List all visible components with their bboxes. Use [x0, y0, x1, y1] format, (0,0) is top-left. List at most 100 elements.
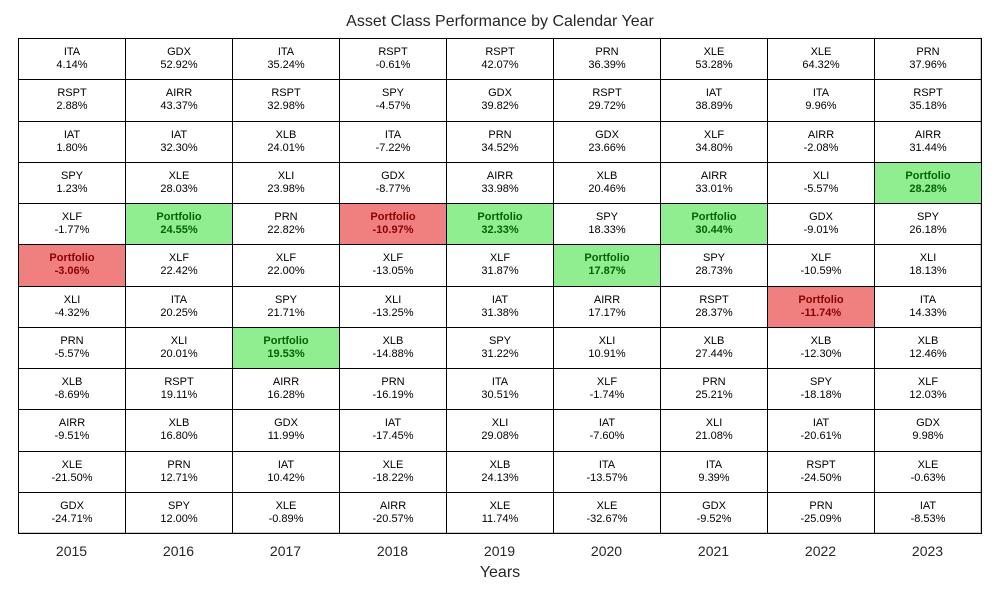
cell-ticker: GDX: [488, 87, 512, 100]
cell-return: 17.17%: [588, 306, 626, 319]
table-cell: IAT 32.30%: [125, 120, 233, 163]
table-cell: GDX 52.92%: [125, 38, 233, 81]
cell-return: -5.57%: [803, 182, 839, 195]
table-cell: XLI 23.98%: [232, 161, 340, 204]
cell-return: 29.08%: [481, 430, 519, 443]
cell-ticker: IAT: [598, 417, 616, 430]
table-cell: XLI -5.57%: [767, 161, 875, 204]
cell-return: 42.07%: [481, 59, 519, 72]
cell-return: -18.22%: [372, 471, 414, 484]
cell-ticker: SPY: [60, 169, 83, 182]
table-cell: XLF 31.87%: [446, 244, 554, 287]
table-cell: XLB 24.13%: [446, 450, 554, 493]
cell-ticker: XLI: [812, 169, 830, 182]
x-axis-label: Years: [479, 564, 521, 581]
cell-return: -13.05%: [372, 265, 414, 278]
cell-return: 24.01%: [267, 141, 305, 154]
cell-return: 1.80%: [56, 141, 88, 154]
table-cell: AIRR 17.17%: [553, 285, 661, 328]
cell-ticker: XLE: [810, 46, 832, 59]
table-cell: ITA 20.25%: [125, 285, 233, 328]
cell-return: 9.96%: [805, 100, 837, 113]
table-cell: PRN 22.82%: [232, 203, 340, 246]
cell-return: 16.80%: [160, 430, 198, 443]
table-cell: SPY 26.18%: [874, 203, 982, 246]
cell-return: -24.71%: [51, 512, 93, 525]
cell-return: 31.87%: [481, 265, 519, 278]
cell-ticker: AIRR: [165, 87, 193, 100]
table-cell: XLE 53.28%: [660, 38, 768, 81]
table-cell: AIRR 31.44%: [874, 120, 982, 163]
cell-return: -7.22%: [375, 141, 411, 154]
table-cell: AIRR 33.01%: [660, 161, 768, 204]
table-cell: XLF -10.59%: [767, 244, 875, 287]
table-cell: Portfolio -3.06%: [18, 244, 126, 287]
cell-return: -18.18%: [800, 389, 842, 402]
table-cell: PRN -5.57%: [18, 326, 126, 369]
cell-return: -1.74%: [589, 389, 625, 402]
table-cell: XLF -13.05%: [339, 244, 447, 287]
cell-ticker: XLI: [384, 293, 402, 306]
cell-ticker: PRN: [702, 376, 726, 389]
cell-ticker: XLI: [705, 417, 723, 430]
table-cell: XLB -14.88%: [339, 326, 447, 369]
table-cell: RSPT 42.07%: [446, 38, 554, 81]
cell-ticker: ITA: [63, 46, 81, 59]
cell-ticker: XLF: [810, 252, 832, 265]
table-cell: IAT -7.60%: [553, 409, 661, 452]
cell-return: 35.24%: [267, 59, 305, 72]
table-cell: SPY 12.00%: [125, 491, 233, 534]
cell-return: -17.45%: [372, 430, 414, 443]
table-cell: IAT 10.42%: [232, 450, 340, 493]
table-cell: XLF 22.42%: [125, 244, 233, 287]
table-cell: ITA 9.96%: [767, 79, 875, 122]
table-cell: AIRR 33.98%: [446, 161, 554, 204]
cell-return: 31.22%: [481, 347, 519, 360]
cell-return: -14.88%: [372, 347, 414, 360]
cell-ticker: ITA: [170, 293, 188, 306]
cell-ticker: XLB: [61, 376, 83, 389]
cell-ticker: GDX: [595, 128, 619, 141]
cell-ticker: XLF: [275, 252, 297, 265]
table-cell: SPY 31.22%: [446, 326, 554, 369]
cell-ticker: Portfolio: [691, 211, 737, 224]
table-cell: RSPT 19.11%: [125, 368, 233, 411]
cell-ticker: RSPT: [699, 293, 729, 306]
cell-return: 4.14%: [56, 59, 88, 72]
cell-return: -12.30%: [800, 347, 842, 360]
table-cell: IAT -8.53%: [874, 491, 982, 534]
year-label: 2023: [911, 543, 944, 559]
table-cell: XLB 24.01%: [232, 120, 340, 163]
table-cell: AIRR 43.37%: [125, 79, 233, 122]
table-cell: Portfolio -11.74%: [767, 285, 875, 328]
cell-ticker: RSPT: [806, 458, 836, 471]
cell-ticker: IAT: [919, 499, 937, 512]
cell-return: 36.39%: [588, 59, 626, 72]
table-cell: XLE -21.50%: [18, 450, 126, 493]
table-cell: RSPT 2.88%: [18, 79, 126, 122]
cell-ticker: XLB: [489, 458, 511, 471]
cell-ticker: ITA: [812, 87, 830, 100]
cell-return: 17.87%: [588, 265, 626, 278]
cell-return: 21.71%: [267, 306, 305, 319]
cell-return: 26.18%: [909, 224, 947, 237]
year-label: 2022: [804, 543, 837, 559]
cell-return: -2.08%: [803, 141, 839, 154]
table-cell: IAT -17.45%: [339, 409, 447, 452]
table-cell: XLI 18.13%: [874, 244, 982, 287]
cell-return: 22.82%: [267, 224, 305, 237]
cell-return: -20.61%: [800, 430, 842, 443]
cell-ticker: XLE: [382, 458, 404, 471]
table-cell: IAT 38.89%: [660, 79, 768, 122]
cell-return: 12.71%: [160, 471, 198, 484]
year-label: 2015: [55, 543, 88, 559]
cell-return: 35.18%: [909, 100, 947, 113]
cell-ticker: XLE: [168, 169, 190, 182]
cell-return: 11.74%: [481, 512, 519, 525]
cell-ticker: Portfolio: [263, 334, 309, 347]
cell-ticker: XLE: [61, 458, 83, 471]
cell-return: 31.44%: [909, 141, 947, 154]
cell-return: 25.21%: [695, 389, 733, 402]
cell-return: 53.28%: [695, 59, 733, 72]
cell-ticker: XLI: [491, 417, 509, 430]
